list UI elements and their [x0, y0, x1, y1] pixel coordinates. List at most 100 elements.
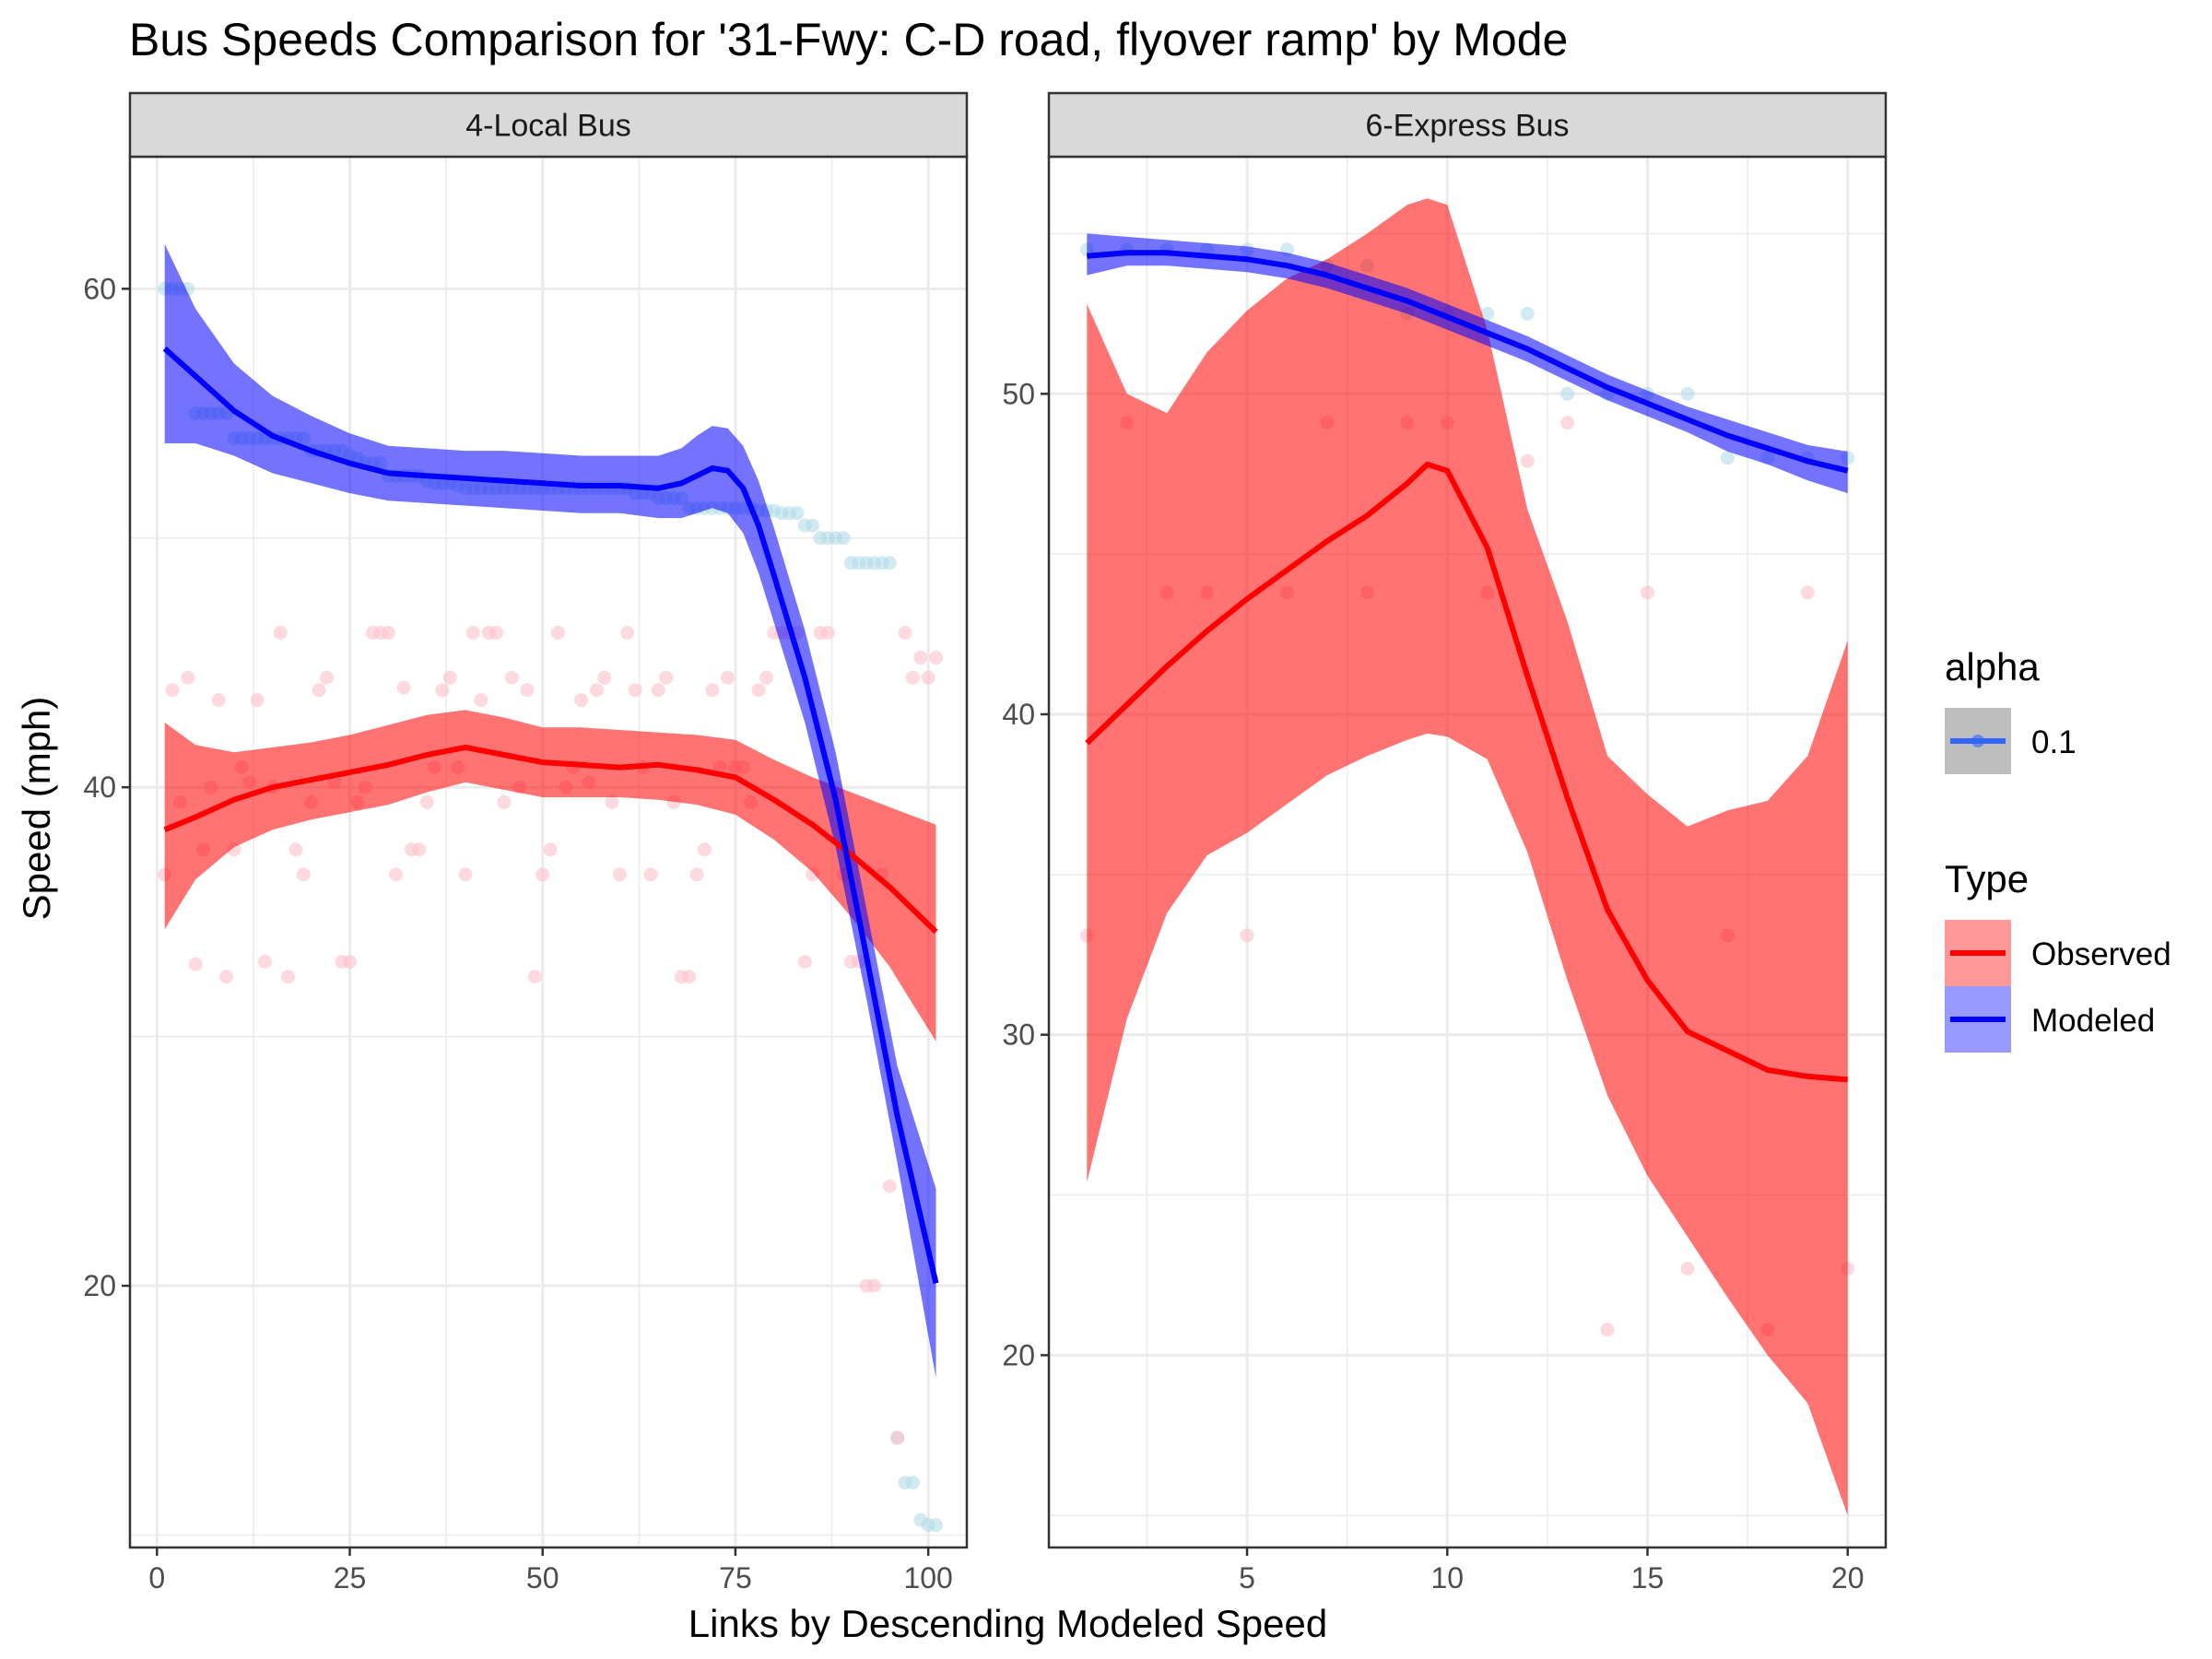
observed-point: [497, 794, 512, 809]
modeled-confidence-band: [1087, 233, 1848, 494]
observed-point: [797, 954, 812, 969]
observed-point: [882, 1179, 897, 1194]
observed-point: [705, 683, 720, 698]
observed-point: [250, 693, 265, 708]
observed-point: [181, 670, 195, 685]
legend-modeled-key: [1945, 986, 2011, 1053]
x-tick-label: 20: [1831, 1561, 1865, 1594]
y-tick-label: 20: [1002, 1338, 1035, 1371]
observed-point: [620, 626, 635, 641]
legend-observed-label: Observed: [2031, 936, 2171, 972]
legend-alpha-value: 0.1: [2031, 724, 2077, 760]
modeled-point: [1560, 386, 1575, 401]
observed-point: [458, 867, 473, 882]
modeled-point: [836, 531, 851, 546]
legend-observed-symbol: [1950, 950, 2006, 956]
observed-point: [689, 867, 704, 882]
chart-title: Bus Speeds Comparison for '31-Fwy: C-D r…: [129, 14, 1569, 65]
y-tick-label: 60: [83, 272, 116, 305]
observed-point: [188, 957, 203, 971]
observed-confidence-band: [1087, 198, 1848, 1516]
x-tick-label: 10: [1430, 1561, 1464, 1594]
observed-fit-line: [1085, 461, 1848, 1083]
observed-point: [612, 867, 627, 882]
y-tick-label: 40: [1002, 698, 1035, 731]
observed-point: [211, 693, 226, 708]
observed-point: [389, 867, 404, 882]
observed-point: [1240, 928, 1254, 943]
observed-point: [628, 683, 642, 698]
modeled-fit-line: [162, 346, 939, 1284]
observed-point: [589, 683, 604, 698]
observed-confidence-band: [164, 710, 936, 1041]
observed-point: [281, 970, 296, 984]
modeled-point: [806, 518, 820, 533]
legend-alpha-key: [1945, 708, 2011, 774]
x-axis-title: Links by Descending Modeled Speed: [688, 1602, 1328, 1645]
observed-point: [550, 626, 565, 641]
modeled-point: [929, 1518, 944, 1533]
observed-point: [412, 842, 427, 857]
observed-point: [288, 842, 303, 857]
observed-point: [219, 970, 234, 984]
legend-alpha-title: alpha: [1945, 645, 2040, 688]
legend-alpha-key-symbol: [1950, 735, 2006, 747]
observed-point: [465, 626, 480, 641]
observed-point: [257, 954, 272, 969]
observed-point: [1560, 416, 1575, 430]
x-tick-label: 25: [334, 1561, 367, 1594]
observed-point: [1680, 1262, 1695, 1277]
facet-strip-label: 4-Local Bus: [465, 109, 631, 144]
y-tick-label: 20: [83, 1269, 116, 1302]
modeled-point: [1720, 451, 1735, 465]
observed-point: [343, 954, 358, 969]
observed-point: [721, 670, 735, 685]
observed-point: [165, 683, 180, 698]
observed-point: [312, 683, 326, 698]
observed-point: [527, 970, 542, 984]
y-tick-label: 40: [83, 771, 116, 804]
observed-point: [905, 670, 920, 685]
observed-point: [820, 626, 835, 641]
y-axis-title: Speed (mph): [15, 696, 58, 921]
facet-panel-express-bus: 6-Express Bus 5 10 15 20 20 30 40 50: [1002, 91, 1888, 1594]
modeled-point: [1520, 306, 1535, 321]
observed-point: [890, 1430, 905, 1445]
observed-point: [435, 683, 450, 698]
observed-point: [697, 842, 712, 857]
observed-point: [489, 626, 504, 641]
observed-point: [659, 670, 674, 685]
y-tick-label: 50: [1002, 377, 1035, 410]
facet-strip-label: 6-Express Bus: [1365, 109, 1569, 144]
observed-point: [751, 683, 766, 698]
observed-point: [898, 626, 912, 641]
observed-point: [929, 651, 944, 665]
modeled-point: [882, 556, 897, 571]
observed-point: [921, 670, 935, 685]
observed-point: [273, 626, 288, 641]
legend-type-title: Type: [1945, 857, 2030, 900]
x-tick-label: 15: [1631, 1561, 1665, 1594]
observed-point: [605, 794, 619, 809]
facet-strip: [128, 91, 969, 159]
observed-fit-line: [163, 744, 938, 935]
modeled-point: [1480, 306, 1495, 321]
observed-point: [682, 970, 697, 984]
observed-point: [396, 680, 411, 695]
observed-point: [1600, 1323, 1615, 1337]
observed-point: [504, 670, 519, 685]
observed-point: [296, 867, 311, 882]
observed-point: [574, 693, 589, 708]
observed-point: [597, 670, 612, 685]
x-tick-label: 0: [148, 1561, 165, 1594]
x-tick-label: 75: [719, 1561, 752, 1594]
observed-point: [643, 867, 658, 882]
facet-strip: [1047, 91, 1888, 159]
observed-point: [442, 670, 457, 685]
observed-point: [913, 651, 928, 665]
modeled-point: [790, 506, 805, 521]
observed-point: [1800, 585, 1815, 600]
observed-point: [381, 626, 395, 641]
